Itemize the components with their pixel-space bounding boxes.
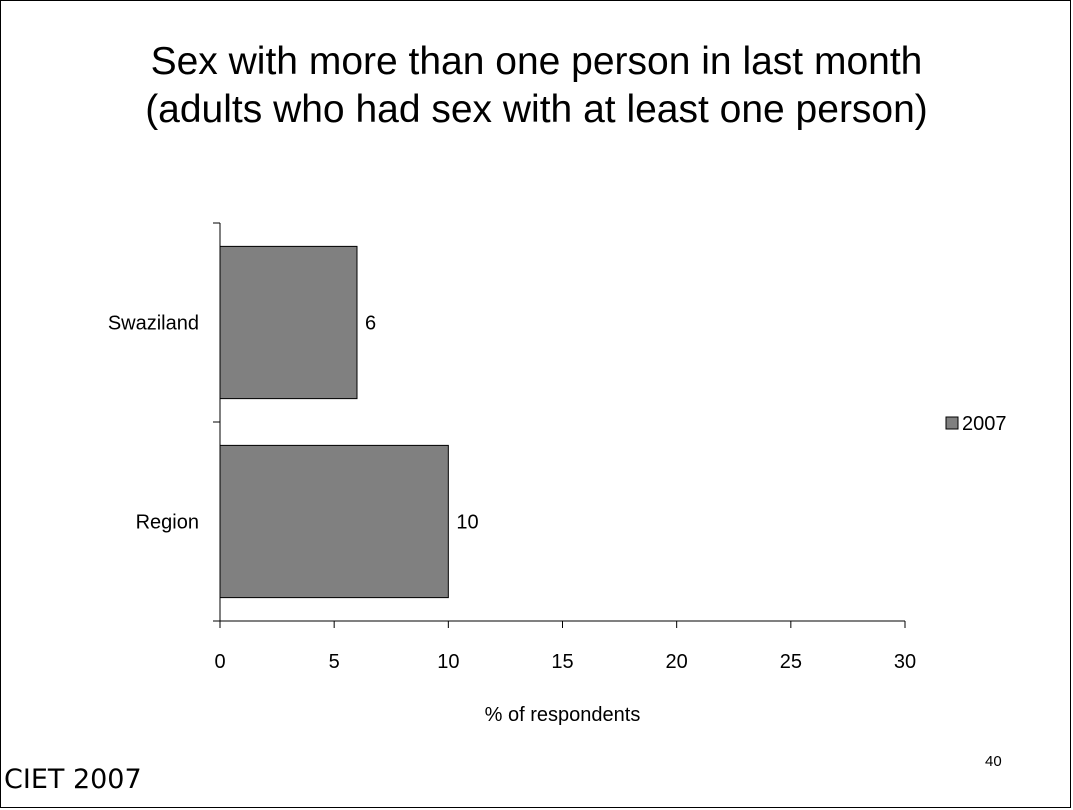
footer-source: CIET 2007 [4,764,142,795]
category-label-region: Region [136,512,199,534]
title-line-2: (adults who had sex with at least one pe… [145,88,928,131]
data-label-swaziland: 6 [365,313,376,335]
page-number: 40 [985,753,1002,770]
legend-swatch [945,416,959,430]
x-tick-label: 30 [894,651,916,673]
legend-label: 2007 [962,413,1007,435]
x-tick-label: 20 [666,651,688,673]
x-axis-title: % of respondents [485,704,641,726]
x-tick-label: 0 [214,651,225,673]
x-tick-label: 5 [329,651,340,673]
x-tick-label: 25 [780,651,802,673]
x-tick-label: 10 [437,651,459,673]
chart-title: Sex with more than one person in last mo… [0,38,1073,134]
title-line-1: Sex with more than one person in last mo… [150,40,923,83]
bar-swaziland [219,245,358,400]
x-tick-label: 15 [551,651,573,673]
bar-region [219,444,449,599]
category-label-swaziland: Swaziland [108,313,199,335]
data-label-region: 10 [456,512,478,534]
